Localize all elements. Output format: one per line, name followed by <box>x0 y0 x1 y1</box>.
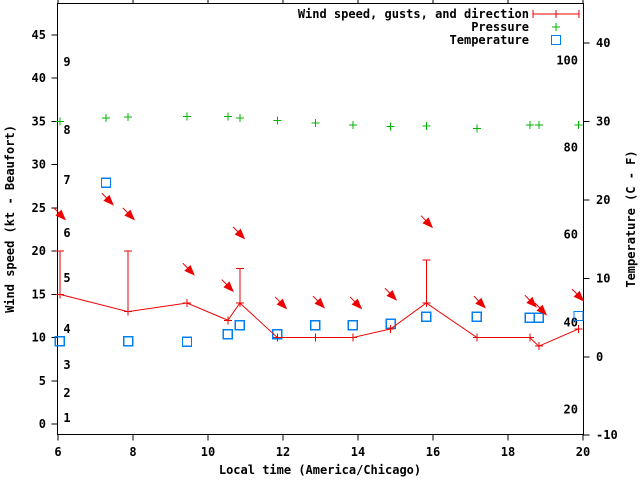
beaufort-label: 3 <box>63 358 70 372</box>
wind-arrow-head <box>422 217 434 229</box>
temperature-point <box>234 320 246 331</box>
x-axis-tick-labels: 6 8 10 12 14 16 18 20 <box>54 445 590 459</box>
x-tick-label: 16 <box>426 445 440 459</box>
temperature-point <box>421 311 432 323</box>
temperature-point <box>310 320 321 331</box>
fahrenheit-label: 100 <box>556 53 578 67</box>
fahrenheit-label: 20 <box>564 402 578 416</box>
wind-arrow-head <box>124 209 135 221</box>
temperature-point <box>573 310 584 322</box>
wind-direction-arrows <box>53 192 585 316</box>
temperature-series <box>54 177 584 348</box>
wind-arrow-head <box>314 297 326 309</box>
wind-series <box>55 250 583 351</box>
right-tick-label: 0 <box>596 350 603 364</box>
wind-arrow-head <box>536 304 548 316</box>
wind-arrow-head <box>526 296 537 308</box>
beaufort-label: 7 <box>63 173 70 187</box>
temperature-point <box>533 312 544 323</box>
x-tick-label: 20 <box>576 445 590 459</box>
fahrenheit-label: 40 <box>564 315 578 329</box>
beaufort-label: 4 <box>63 322 70 336</box>
temperature-point <box>181 336 193 348</box>
wind-arrow-head <box>184 264 195 276</box>
left-axis-tick-labels: 0 5 10 15 20 25 30 35 40 45 <box>32 28 46 431</box>
left-tick-label: 0 <box>39 417 46 431</box>
wind-arrow-head <box>55 209 66 221</box>
legend-label-pressure: Pressure <box>471 20 529 34</box>
wind-arrow-head <box>475 297 486 309</box>
legend-square-icon <box>550 34 562 46</box>
x-tick-label: 8 <box>129 445 136 459</box>
x-tick-label: 18 <box>501 445 515 459</box>
beaufort-label: 8 <box>63 123 70 137</box>
legend-symbols <box>532 10 580 46</box>
x-tick-label: 6 <box>54 445 61 459</box>
legend-label-temperature: Temperature <box>450 33 529 47</box>
left-axis-title: Wind speed (kt - Beaufort) <box>3 125 17 313</box>
temperature-point <box>347 320 358 331</box>
axis-ticks <box>51 0 590 441</box>
temperature-point <box>100 177 112 188</box>
x-tick-label: 10 <box>201 445 215 459</box>
right-tick-label: 40 <box>596 36 610 50</box>
wind-arrow-head <box>223 281 234 293</box>
temperature-point <box>54 335 66 347</box>
right-axis-title: Temperature (C - F) <box>624 150 638 287</box>
beaufort-label: 2 <box>63 386 70 400</box>
fahrenheit-label: 60 <box>564 227 578 241</box>
beaufort-inner-labels: 1 2 3 4 5 6 7 8 9 <box>63 55 70 425</box>
temperature-point <box>524 312 535 323</box>
wind-arrow-head <box>276 298 288 310</box>
wind-arrow-head <box>351 298 363 310</box>
wind-arrow-head <box>103 194 114 206</box>
right-tick-label: 30 <box>596 115 610 129</box>
beaufort-label: 5 <box>63 271 70 285</box>
temperature-point <box>471 311 483 323</box>
left-tick-label: 15 <box>32 287 46 301</box>
right-tick-label: 10 <box>596 271 610 285</box>
left-tick-label: 40 <box>32 71 46 85</box>
left-tick-label: 10 <box>32 331 46 345</box>
temperature-point <box>222 328 234 340</box>
left-tick-label: 30 <box>32 158 46 172</box>
right-axis-tick-labels: -10 0 10 20 30 40 <box>596 36 618 442</box>
right-tick-label: -10 <box>596 428 618 442</box>
beaufort-label: 1 <box>63 411 70 425</box>
beaufort-label: 6 <box>63 226 70 240</box>
left-tick-label: 5 <box>39 374 46 388</box>
legend-label-wind: Wind speed, gusts, and direction <box>298 7 529 21</box>
left-tick-label: 35 <box>32 114 46 128</box>
x-axis-title: Local time (America/Chicago) <box>219 463 421 477</box>
left-tick-label: 20 <box>32 244 46 258</box>
fahrenheit-label: 80 <box>564 140 578 154</box>
beaufort-label: 9 <box>63 55 70 69</box>
wind-speed-line <box>59 293 579 347</box>
left-tick-label: 25 <box>32 201 46 215</box>
plot-border <box>57 3 584 435</box>
x-tick-label: 12 <box>276 445 290 459</box>
wind-arrow-head <box>386 290 398 301</box>
pressure-series <box>55 112 583 133</box>
left-tick-label: 45 <box>32 28 46 42</box>
wind-arrow-head <box>234 228 246 240</box>
right-tick-label: 20 <box>596 193 610 207</box>
fahrenheit-inner-labels: 20 40 60 80 100 <box>556 53 578 416</box>
wind-arrow-head <box>573 290 585 302</box>
x-tick-label: 14 <box>351 445 365 459</box>
temperature-point <box>122 335 134 347</box>
